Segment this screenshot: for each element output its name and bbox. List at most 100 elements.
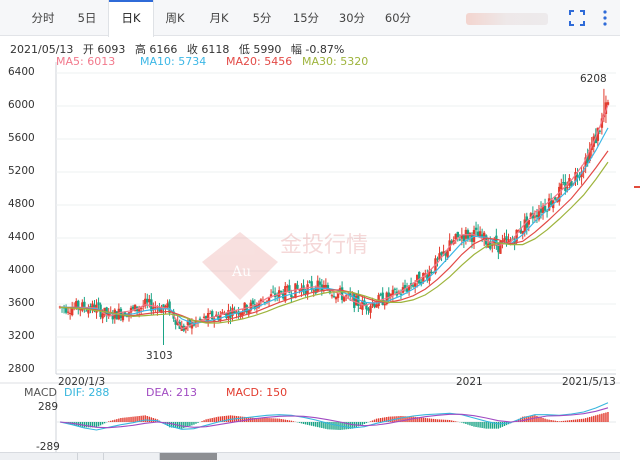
- tab-15min[interactable]: 15分: [292, 11, 320, 25]
- candle-body: [68, 313, 72, 315]
- candle-body: [440, 251, 443, 255]
- candle-body: [554, 197, 557, 200]
- scroller-segment: [104, 453, 160, 460]
- candle-body: [357, 294, 360, 307]
- tab-30min[interactable]: 30分: [338, 11, 366, 25]
- y-tick-label: 4000: [8, 264, 35, 276]
- blurred-toolbar-label: [466, 13, 548, 25]
- y-tick-label: 5200: [8, 165, 35, 177]
- candle-body: [251, 300, 255, 304]
- scroller-segment: [30, 453, 78, 460]
- candle-body: [332, 296, 336, 298]
- macd-y-tick-top: 289: [38, 401, 59, 413]
- scroller-handle[interactable]: [160, 453, 217, 460]
- candle-body: [349, 293, 352, 297]
- candle-body: [211, 311, 214, 320]
- candle-body: [314, 287, 317, 294]
- candle-body: [97, 302, 100, 305]
- candle-body: [286, 285, 289, 288]
- candle-body: [75, 301, 78, 309]
- candle-body: [519, 228, 522, 233]
- tab-intraday[interactable]: 分时: [31, 11, 55, 25]
- candle-body: [436, 258, 439, 260]
- candle-body: [549, 199, 553, 205]
- candle-body: [160, 306, 163, 313]
- candle-body: [547, 198, 551, 211]
- candle-body: [413, 283, 417, 287]
- candle-body: [241, 312, 244, 316]
- candle-body: [497, 243, 500, 253]
- candle-body: [292, 296, 295, 298]
- candle-body: [399, 293, 403, 295]
- info-open: 开 6093: [82, 43, 126, 56]
- candle-body: [312, 290, 315, 292]
- time-scroller[interactable]: [0, 452, 620, 460]
- candle-body: [184, 327, 188, 330]
- candle-body: [233, 310, 236, 314]
- candle-body: [543, 205, 547, 211]
- candle-body: [533, 216, 537, 218]
- candle-body: [137, 309, 141, 312]
- candle-body: [527, 220, 531, 225]
- tab-5min[interactable]: 5分: [252, 11, 272, 25]
- candle-body: [245, 305, 248, 313]
- candle-body: [415, 274, 419, 282]
- candle-body: [298, 289, 301, 291]
- candle-body: [223, 313, 226, 315]
- candle-body: [403, 285, 407, 289]
- candle-body: [480, 234, 484, 238]
- candle-body: [340, 287, 344, 300]
- candle-body: [186, 320, 190, 326]
- tab-monthly-k[interactable]: 月K: [209, 11, 229, 25]
- candle-body: [265, 300, 269, 302]
- candle-body: [125, 315, 129, 317]
- candle-body: [174, 319, 177, 325]
- candle-body: [539, 208, 543, 213]
- candle-body: [576, 174, 579, 178]
- candle-body: [460, 234, 464, 239]
- y-tick-label: 5600: [8, 132, 35, 144]
- candle-body: [501, 240, 504, 244]
- candle-body: [269, 294, 273, 298]
- candle-body: [598, 130, 602, 132]
- tab-5day[interactable]: 5日: [77, 11, 97, 25]
- candle-body: [310, 281, 313, 290]
- candle-body: [300, 287, 303, 293]
- dif-line: [59, 402, 609, 431]
- candle-body: [318, 281, 321, 285]
- candle-body: [507, 239, 510, 243]
- more-options-icon[interactable]: [596, 9, 614, 27]
- candle-body: [535, 214, 539, 217]
- candle-body: [296, 284, 299, 289]
- info-date: 2021/05/13: [10, 43, 74, 56]
- candle-body: [206, 313, 210, 321]
- x-tick-2021: 2021: [456, 376, 483, 388]
- candle-body: [503, 238, 506, 242]
- candle-body: [271, 291, 275, 293]
- candle-body: [594, 134, 597, 144]
- candle-body: [344, 295, 348, 297]
- ma20-line: [59, 150, 609, 323]
- candle-body: [208, 313, 212, 315]
- candle-body: [66, 311, 70, 313]
- candle-body: [221, 312, 224, 315]
- tab-weekly-k[interactable]: 周K: [165, 11, 185, 25]
- side-marker: [634, 186, 640, 188]
- y-tick-label: 2800: [8, 363, 35, 375]
- info-close: 收 6118: [186, 43, 230, 56]
- tab-daily-k[interactable]: 日K: [108, 0, 154, 37]
- candle-body: [558, 186, 561, 202]
- candle-body: [426, 274, 429, 280]
- candle-body: [515, 229, 518, 242]
- fullscreen-icon[interactable]: [568, 9, 586, 27]
- candle-body: [115, 311, 119, 320]
- dea-line: [59, 407, 609, 429]
- candle-body: [574, 172, 577, 182]
- candle-body: [87, 308, 90, 314]
- tab-60min[interactable]: 60分: [384, 11, 412, 25]
- ma10-label: MA10: 5734: [140, 55, 207, 68]
- candle-body: [217, 314, 220, 320]
- y-tick-label: 3200: [8, 330, 35, 342]
- candle-body: [491, 244, 494, 246]
